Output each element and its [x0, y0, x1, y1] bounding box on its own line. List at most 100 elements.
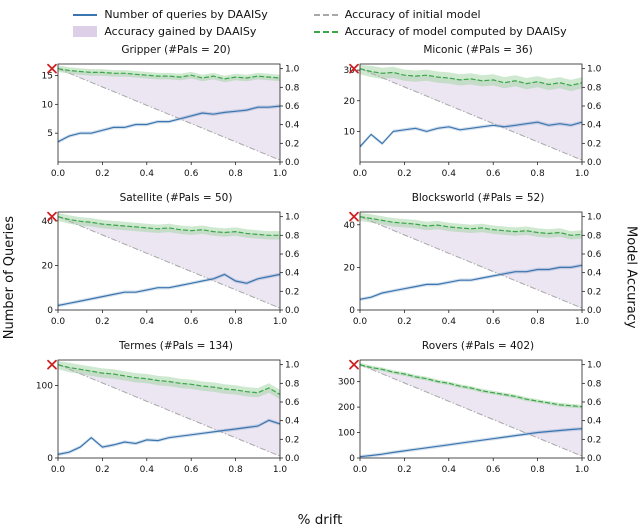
legend-item-queries: Number of queries by DAAISy	[73, 8, 268, 21]
svg-text:40: 40	[344, 221, 356, 231]
svg-text:20: 20	[344, 97, 356, 107]
legend-swatch-initial	[313, 13, 338, 16]
svg-text:0.0: 0.0	[587, 158, 602, 168]
svg-text:0.2: 0.2	[285, 435, 299, 445]
svg-text:0.6: 0.6	[587, 398, 602, 408]
svg-text:0.0: 0.0	[51, 169, 66, 179]
svg-text:0.6: 0.6	[285, 102, 300, 112]
legend-item-gained: Accuracy gained by DAAISy	[73, 25, 267, 38]
svg-text:1.0: 1.0	[587, 65, 602, 75]
svg-text:0.4: 0.4	[442, 169, 457, 179]
svg-text:100: 100	[36, 381, 53, 391]
svg-text:0.6: 0.6	[486, 169, 501, 179]
svg-text:0.2: 0.2	[587, 139, 601, 149]
svg-text:0.8: 0.8	[285, 379, 300, 389]
svg-text:30: 30	[344, 66, 356, 76]
svg-text:0.6: 0.6	[184, 317, 199, 327]
legend-swatch-queries	[73, 13, 98, 16]
svg-text:0.4: 0.4	[285, 121, 300, 131]
svg-text:0.8: 0.8	[530, 169, 545, 179]
svg-text:0.6: 0.6	[184, 169, 199, 179]
svg-text:0.8: 0.8	[587, 379, 602, 389]
svg-text:0.8: 0.8	[228, 465, 243, 475]
svg-text:0.6: 0.6	[486, 317, 501, 327]
svg-text:0.0: 0.0	[587, 454, 602, 464]
svg-text:0.0: 0.0	[285, 306, 300, 316]
svg-text:0.6: 0.6	[184, 465, 199, 475]
svg-text:0.4: 0.4	[587, 121, 602, 131]
svg-text:0.0: 0.0	[285, 158, 300, 168]
svg-text:0.8: 0.8	[228, 169, 243, 179]
svg-text:1.0: 1.0	[575, 465, 590, 475]
subplot-termes: Termes (#Pals = 134) 0 100 0.0 0.2 0.4 0.6 0.8…	[18, 340, 320, 488]
svg-text:0: 0	[349, 306, 355, 316]
subplot-grid: Gripper (#Pals = 20) 5 10 15 0.0 0.2 0.4 0.6 0.…	[18, 44, 622, 511]
svg-text:1.0: 1.0	[285, 65, 300, 75]
svg-text:0.4: 0.4	[140, 317, 155, 327]
svg-text:40: 40	[42, 217, 54, 227]
svg-text:0.6: 0.6	[486, 465, 501, 475]
subplot-satellite: Satellite (#Pals = 50) 0 20 40 0.0 0.2 0.4 0.6…	[18, 192, 320, 340]
svg-text:0.4: 0.4	[285, 269, 300, 279]
svg-text:0.4: 0.4	[442, 317, 457, 327]
svg-text:0.8: 0.8	[587, 231, 602, 241]
svg-text:0.0: 0.0	[587, 306, 602, 316]
svg-text:0: 0	[47, 306, 53, 316]
svg-text:0.8: 0.8	[530, 465, 545, 475]
svg-text:0.4: 0.4	[140, 169, 155, 179]
svg-text:0.2: 0.2	[397, 317, 411, 327]
svg-text:0.2: 0.2	[285, 287, 299, 297]
svg-text:0.4: 0.4	[442, 465, 457, 475]
svg-text:10: 10	[344, 127, 356, 137]
legend-label-gained: Accuracy gained by DAAISy	[104, 25, 257, 38]
legend-label-queries: Number of queries by DAAISy	[104, 8, 268, 21]
svg-text:0.4: 0.4	[587, 269, 602, 279]
svg-text:0.4: 0.4	[587, 417, 602, 427]
subplot-gripper: Gripper (#Pals = 20) 5 10 15 0.0 0.2 0.4 0.6 0.…	[18, 44, 320, 192]
svg-text:0.0: 0.0	[51, 317, 66, 327]
subplot-title-satellite: Satellite (#Pals = 50)	[119, 192, 233, 204]
subplot-title-termes: Termes (#Pals = 134)	[119, 340, 233, 352]
svg-text:100: 100	[338, 429, 355, 439]
svg-text:1.0: 1.0	[575, 169, 590, 179]
svg-text:0.0: 0.0	[353, 465, 368, 475]
svg-text:20: 20	[344, 263, 356, 273]
svg-text:0.2: 0.2	[285, 139, 299, 149]
svg-text:0.4: 0.4	[285, 417, 300, 427]
svg-text:0: 0	[349, 454, 355, 464]
legend: Number of queries by DAAISy Accuracy gai…	[0, 4, 640, 44]
svg-text:1.0: 1.0	[273, 169, 288, 179]
svg-text:0.0: 0.0	[285, 454, 300, 464]
figure-body: Number of Queries Gripper (#Pals = 20) 5…	[0, 44, 640, 511]
svg-text:200: 200	[338, 403, 355, 413]
right-axis-label: Model Accuracy	[623, 226, 639, 329]
svg-text:0.2: 0.2	[397, 169, 411, 179]
svg-text:1.0: 1.0	[273, 317, 288, 327]
svg-text:0.6: 0.6	[285, 398, 300, 408]
svg-text:5: 5	[47, 129, 53, 139]
svg-text:0.2: 0.2	[95, 169, 109, 179]
svg-text:1.0: 1.0	[575, 317, 590, 327]
subplot-title-blocksworld: Blocksworld (#Pals = 52)	[411, 192, 545, 204]
legend-label-initial: Accuracy of initial model	[344, 8, 481, 21]
svg-text:300: 300	[338, 378, 355, 388]
svg-text:0.6: 0.6	[285, 250, 300, 260]
svg-text:0.6: 0.6	[587, 250, 602, 260]
subplot-title-miconic: Miconic (#Pals = 36)	[423, 44, 533, 56]
svg-text:0.4: 0.4	[140, 465, 155, 475]
svg-text:0.0: 0.0	[353, 317, 368, 327]
svg-text:10: 10	[42, 100, 54, 110]
svg-text:1.0: 1.0	[285, 213, 300, 223]
svg-text:0.2: 0.2	[95, 465, 109, 475]
svg-text:0.8: 0.8	[530, 317, 545, 327]
svg-text:0.8: 0.8	[228, 317, 243, 327]
subplot-rovers: Rovers (#Pals = 402) 0 100 200 300 0.0 0.2 0.4…	[320, 340, 622, 488]
svg-text:0.2: 0.2	[587, 287, 601, 297]
x-axis-label: % drift	[297, 512, 343, 528]
svg-text:0.6: 0.6	[587, 102, 602, 112]
